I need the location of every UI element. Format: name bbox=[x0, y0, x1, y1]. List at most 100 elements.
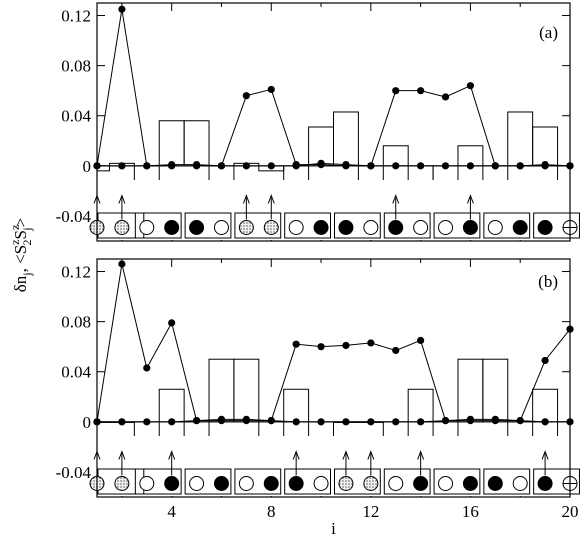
site-pair-box bbox=[383, 468, 431, 495]
site-stipple bbox=[363, 476, 379, 491]
site-filled bbox=[487, 476, 503, 491]
y-label-prefix: δn bbox=[11, 275, 30, 292]
x-axis-label: i bbox=[331, 519, 336, 538]
data-point bbox=[392, 418, 400, 426]
panel-b: -0.04 0 0.04 0.08 0.12 4 8 12 16 20 (b) bbox=[56, 258, 580, 521]
data-point bbox=[317, 343, 325, 351]
y-tick-label: 0.04 bbox=[61, 107, 91, 126]
data-point bbox=[267, 162, 275, 170]
data-point bbox=[118, 162, 126, 170]
data-point bbox=[392, 87, 400, 95]
site-filled bbox=[189, 220, 205, 235]
site-pair-box bbox=[134, 212, 182, 239]
site-open bbox=[438, 476, 454, 491]
site-pair-box bbox=[483, 212, 531, 239]
data-point bbox=[541, 160, 549, 169]
data-point bbox=[192, 416, 201, 425]
spin-up-arrow bbox=[541, 450, 549, 476]
data-point bbox=[441, 162, 450, 170]
spin-up-arrow bbox=[392, 194, 400, 220]
data-point bbox=[417, 87, 425, 95]
site-pair-box bbox=[334, 212, 381, 239]
data-point bbox=[143, 162, 151, 170]
data-point bbox=[342, 418, 350, 426]
y-tick-label: -0.04 bbox=[56, 207, 92, 226]
data-point bbox=[267, 85, 275, 94]
site-filled bbox=[288, 476, 304, 491]
site-pair-box bbox=[184, 468, 232, 495]
spin-up-arrow bbox=[118, 450, 126, 476]
step-bar bbox=[233, 358, 260, 423]
data-point bbox=[292, 340, 300, 348]
y-label-s2: S bbox=[11, 230, 30, 239]
site-pair-box bbox=[284, 212, 332, 239]
data-point bbox=[367, 339, 375, 347]
series-line bbox=[97, 162, 571, 167]
data-point bbox=[118, 418, 126, 426]
data-point bbox=[292, 162, 300, 170]
data-point bbox=[317, 159, 325, 167]
panel-a-site-diagram bbox=[89, 180, 580, 240]
site-pair-box bbox=[433, 468, 481, 495]
site-filled bbox=[512, 220, 528, 235]
data-point bbox=[367, 418, 375, 426]
data-point bbox=[342, 341, 350, 350]
site-open bbox=[487, 220, 503, 235]
data-point bbox=[466, 82, 475, 90]
y-label-prefix-sub: j bbox=[20, 272, 34, 276]
y-label-s1-sup: z bbox=[8, 240, 22, 245]
step-bar bbox=[183, 120, 210, 167]
site-stipple bbox=[238, 220, 254, 235]
data-point bbox=[267, 416, 275, 425]
site-pair-box bbox=[234, 468, 282, 495]
step-bar bbox=[507, 111, 534, 167]
y-tick-label: 0.08 bbox=[61, 57, 91, 76]
data-point bbox=[392, 162, 400, 170]
panel-b-site-diagram bbox=[89, 436, 580, 496]
data-point bbox=[217, 162, 226, 170]
site-filled bbox=[213, 476, 229, 491]
site-stipple bbox=[114, 476, 130, 491]
site-filled bbox=[537, 220, 553, 235]
x-tick-label: 12 bbox=[362, 502, 379, 521]
panel-a-label: (a) bbox=[539, 23, 558, 42]
data-point bbox=[441, 93, 450, 101]
site-filled bbox=[388, 220, 404, 235]
site-pair-box bbox=[533, 212, 580, 239]
site-pair-box bbox=[284, 468, 332, 495]
site-open bbox=[213, 220, 229, 235]
site-filled bbox=[164, 476, 180, 491]
spin-up-arrow bbox=[367, 450, 375, 476]
spin-up-arrow bbox=[342, 450, 350, 476]
y-tick-label: 0 bbox=[83, 157, 92, 176]
y-label-s1-sub: 2 bbox=[20, 240, 34, 246]
series-line bbox=[96, 9, 570, 167]
data-point bbox=[242, 162, 250, 170]
site-pair-box bbox=[483, 468, 531, 495]
x-tick-label: 16 bbox=[462, 502, 479, 521]
site-open bbox=[438, 220, 454, 235]
y-tick-label: -0.04 bbox=[56, 463, 92, 482]
data-point bbox=[168, 418, 176, 426]
data-point bbox=[417, 162, 425, 170]
data-point bbox=[143, 364, 151, 372]
site-open bbox=[413, 220, 429, 235]
site-pair-box bbox=[383, 212, 431, 239]
site-pair-box bbox=[533, 468, 580, 495]
y-tick-label: 0.08 bbox=[61, 313, 91, 332]
site-stipple bbox=[338, 476, 354, 491]
site-filled bbox=[462, 476, 478, 491]
y-tick-label: 0.12 bbox=[61, 7, 91, 26]
site-stipple bbox=[263, 220, 279, 235]
site-open bbox=[313, 476, 329, 491]
step-bar bbox=[407, 388, 434, 423]
data-point bbox=[541, 356, 549, 365]
data-point bbox=[491, 415, 499, 423]
data-point bbox=[118, 260, 126, 268]
spin-up-arrow bbox=[118, 194, 126, 220]
site-open bbox=[388, 476, 404, 491]
site-filled bbox=[338, 220, 354, 235]
y-label-suffix: > bbox=[11, 218, 30, 228]
series-line bbox=[97, 418, 570, 423]
